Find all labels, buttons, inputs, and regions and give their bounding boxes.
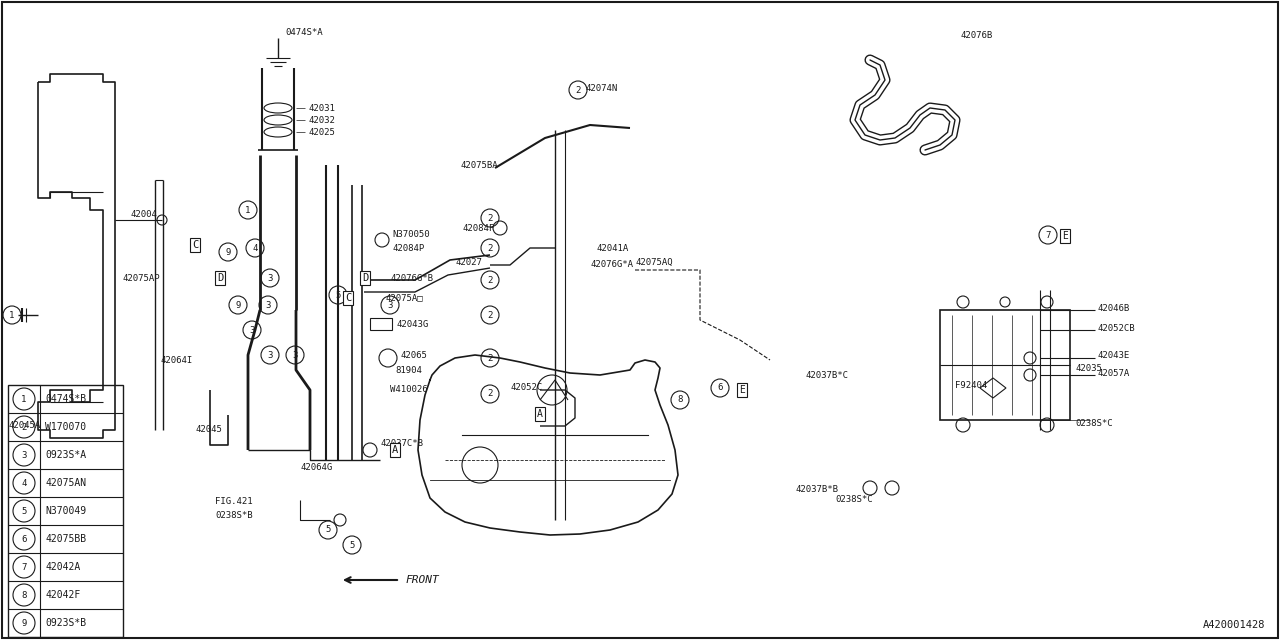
Text: 42027: 42027 xyxy=(454,257,481,266)
Text: 42037C*B: 42037C*B xyxy=(380,438,422,447)
Text: 2: 2 xyxy=(22,422,27,431)
Text: 2: 2 xyxy=(488,353,493,362)
Text: 42075AN: 42075AN xyxy=(45,478,86,488)
Text: 42042A: 42042A xyxy=(45,562,81,572)
Text: 0474S*B: 0474S*B xyxy=(45,394,86,404)
Text: 42025: 42025 xyxy=(308,127,335,136)
Text: 42075A□: 42075A□ xyxy=(385,294,422,303)
Text: FIG.421: FIG.421 xyxy=(215,497,252,506)
Text: 42064I: 42064I xyxy=(160,355,192,365)
Text: 3: 3 xyxy=(250,326,255,335)
Text: 9: 9 xyxy=(236,301,241,310)
Text: 42035: 42035 xyxy=(1075,364,1102,372)
Text: 3: 3 xyxy=(265,301,270,310)
Text: E: E xyxy=(1062,231,1068,241)
Text: 42037B*C: 42037B*C xyxy=(805,371,849,380)
Text: 0923S*A: 0923S*A xyxy=(45,450,86,460)
Text: 42084F: 42084F xyxy=(462,223,494,232)
Text: 4: 4 xyxy=(22,479,27,488)
Text: FRONT: FRONT xyxy=(404,575,439,585)
Text: 1: 1 xyxy=(22,394,27,403)
Text: 81904: 81904 xyxy=(396,365,422,374)
Text: 7: 7 xyxy=(22,563,27,572)
Text: 42075BB: 42075BB xyxy=(45,534,86,544)
Text: 7: 7 xyxy=(1046,230,1051,239)
Text: 42076G*B: 42076G*B xyxy=(390,273,433,282)
Text: 42045: 42045 xyxy=(195,426,221,435)
Text: 9: 9 xyxy=(22,618,27,627)
Text: 42076B: 42076B xyxy=(960,31,992,40)
Text: A420001428: A420001428 xyxy=(1202,620,1265,630)
Text: A: A xyxy=(392,445,398,455)
Text: 2: 2 xyxy=(488,275,493,285)
Text: C: C xyxy=(344,293,351,303)
Text: 42037B*B: 42037B*B xyxy=(795,486,838,495)
Text: 42064G: 42064G xyxy=(300,463,333,472)
Text: 42065: 42065 xyxy=(401,351,426,360)
Text: 2: 2 xyxy=(488,214,493,223)
Text: 5: 5 xyxy=(325,525,330,534)
Bar xyxy=(8,385,123,637)
Text: 0238S*C: 0238S*C xyxy=(1075,419,1112,429)
Text: E: E xyxy=(739,385,745,395)
Text: 42043G: 42043G xyxy=(396,319,429,328)
Text: 42057A: 42057A xyxy=(1098,369,1130,378)
Text: N370049: N370049 xyxy=(45,506,86,516)
Text: C: C xyxy=(192,240,198,250)
Text: 0474S*A: 0474S*A xyxy=(285,28,323,36)
Text: 42052CB: 42052CB xyxy=(1098,323,1135,333)
Text: 1: 1 xyxy=(9,310,14,319)
Text: 3: 3 xyxy=(22,451,27,460)
Text: W170070: W170070 xyxy=(45,422,86,432)
Text: 42032: 42032 xyxy=(308,115,335,125)
Text: F92404: F92404 xyxy=(955,381,987,390)
Text: 9: 9 xyxy=(225,248,230,257)
Text: 1: 1 xyxy=(246,205,251,214)
Text: 5: 5 xyxy=(335,291,340,300)
Text: 0238S*C: 0238S*C xyxy=(835,495,873,504)
Text: 42043E: 42043E xyxy=(1098,351,1130,360)
Text: 42076G*A: 42076G*A xyxy=(590,259,634,269)
Text: A: A xyxy=(538,409,543,419)
Bar xyxy=(370,318,392,330)
Text: 5: 5 xyxy=(349,541,355,550)
Text: N370050: N370050 xyxy=(392,230,430,239)
Text: 42031: 42031 xyxy=(308,104,335,113)
Text: 4: 4 xyxy=(252,243,257,253)
Text: 8: 8 xyxy=(677,396,682,404)
Text: 6: 6 xyxy=(22,534,27,543)
Text: 3: 3 xyxy=(268,351,273,360)
Text: 5: 5 xyxy=(22,506,27,515)
Text: 42045A: 42045A xyxy=(8,420,40,429)
Text: 0238S*B: 0238S*B xyxy=(215,511,252,520)
Text: 42004: 42004 xyxy=(131,209,157,218)
Text: 2: 2 xyxy=(488,243,493,253)
Text: 8: 8 xyxy=(22,591,27,600)
Text: 6: 6 xyxy=(717,383,723,392)
Text: 42041A: 42041A xyxy=(596,243,628,253)
Text: 42074N: 42074N xyxy=(585,83,617,93)
Text: 42075BA: 42075BA xyxy=(460,161,498,170)
Text: 42084P: 42084P xyxy=(392,243,424,253)
Text: D: D xyxy=(216,273,223,283)
Bar xyxy=(940,310,1070,420)
Text: W410026: W410026 xyxy=(390,385,428,394)
Text: 3: 3 xyxy=(268,273,273,282)
Text: 42075AQ: 42075AQ xyxy=(635,257,672,266)
Text: 3: 3 xyxy=(388,301,393,310)
Text: 42052C: 42052C xyxy=(509,383,543,392)
Text: 42075AP: 42075AP xyxy=(122,273,160,282)
Text: D: D xyxy=(362,273,369,283)
Text: 42046B: 42046B xyxy=(1098,303,1130,312)
Text: 2: 2 xyxy=(488,310,493,319)
Text: 2: 2 xyxy=(575,86,581,95)
Text: 3: 3 xyxy=(292,351,298,360)
Text: 42042F: 42042F xyxy=(45,590,81,600)
Text: 0923S*B: 0923S*B xyxy=(45,618,86,628)
Text: 2: 2 xyxy=(488,390,493,399)
